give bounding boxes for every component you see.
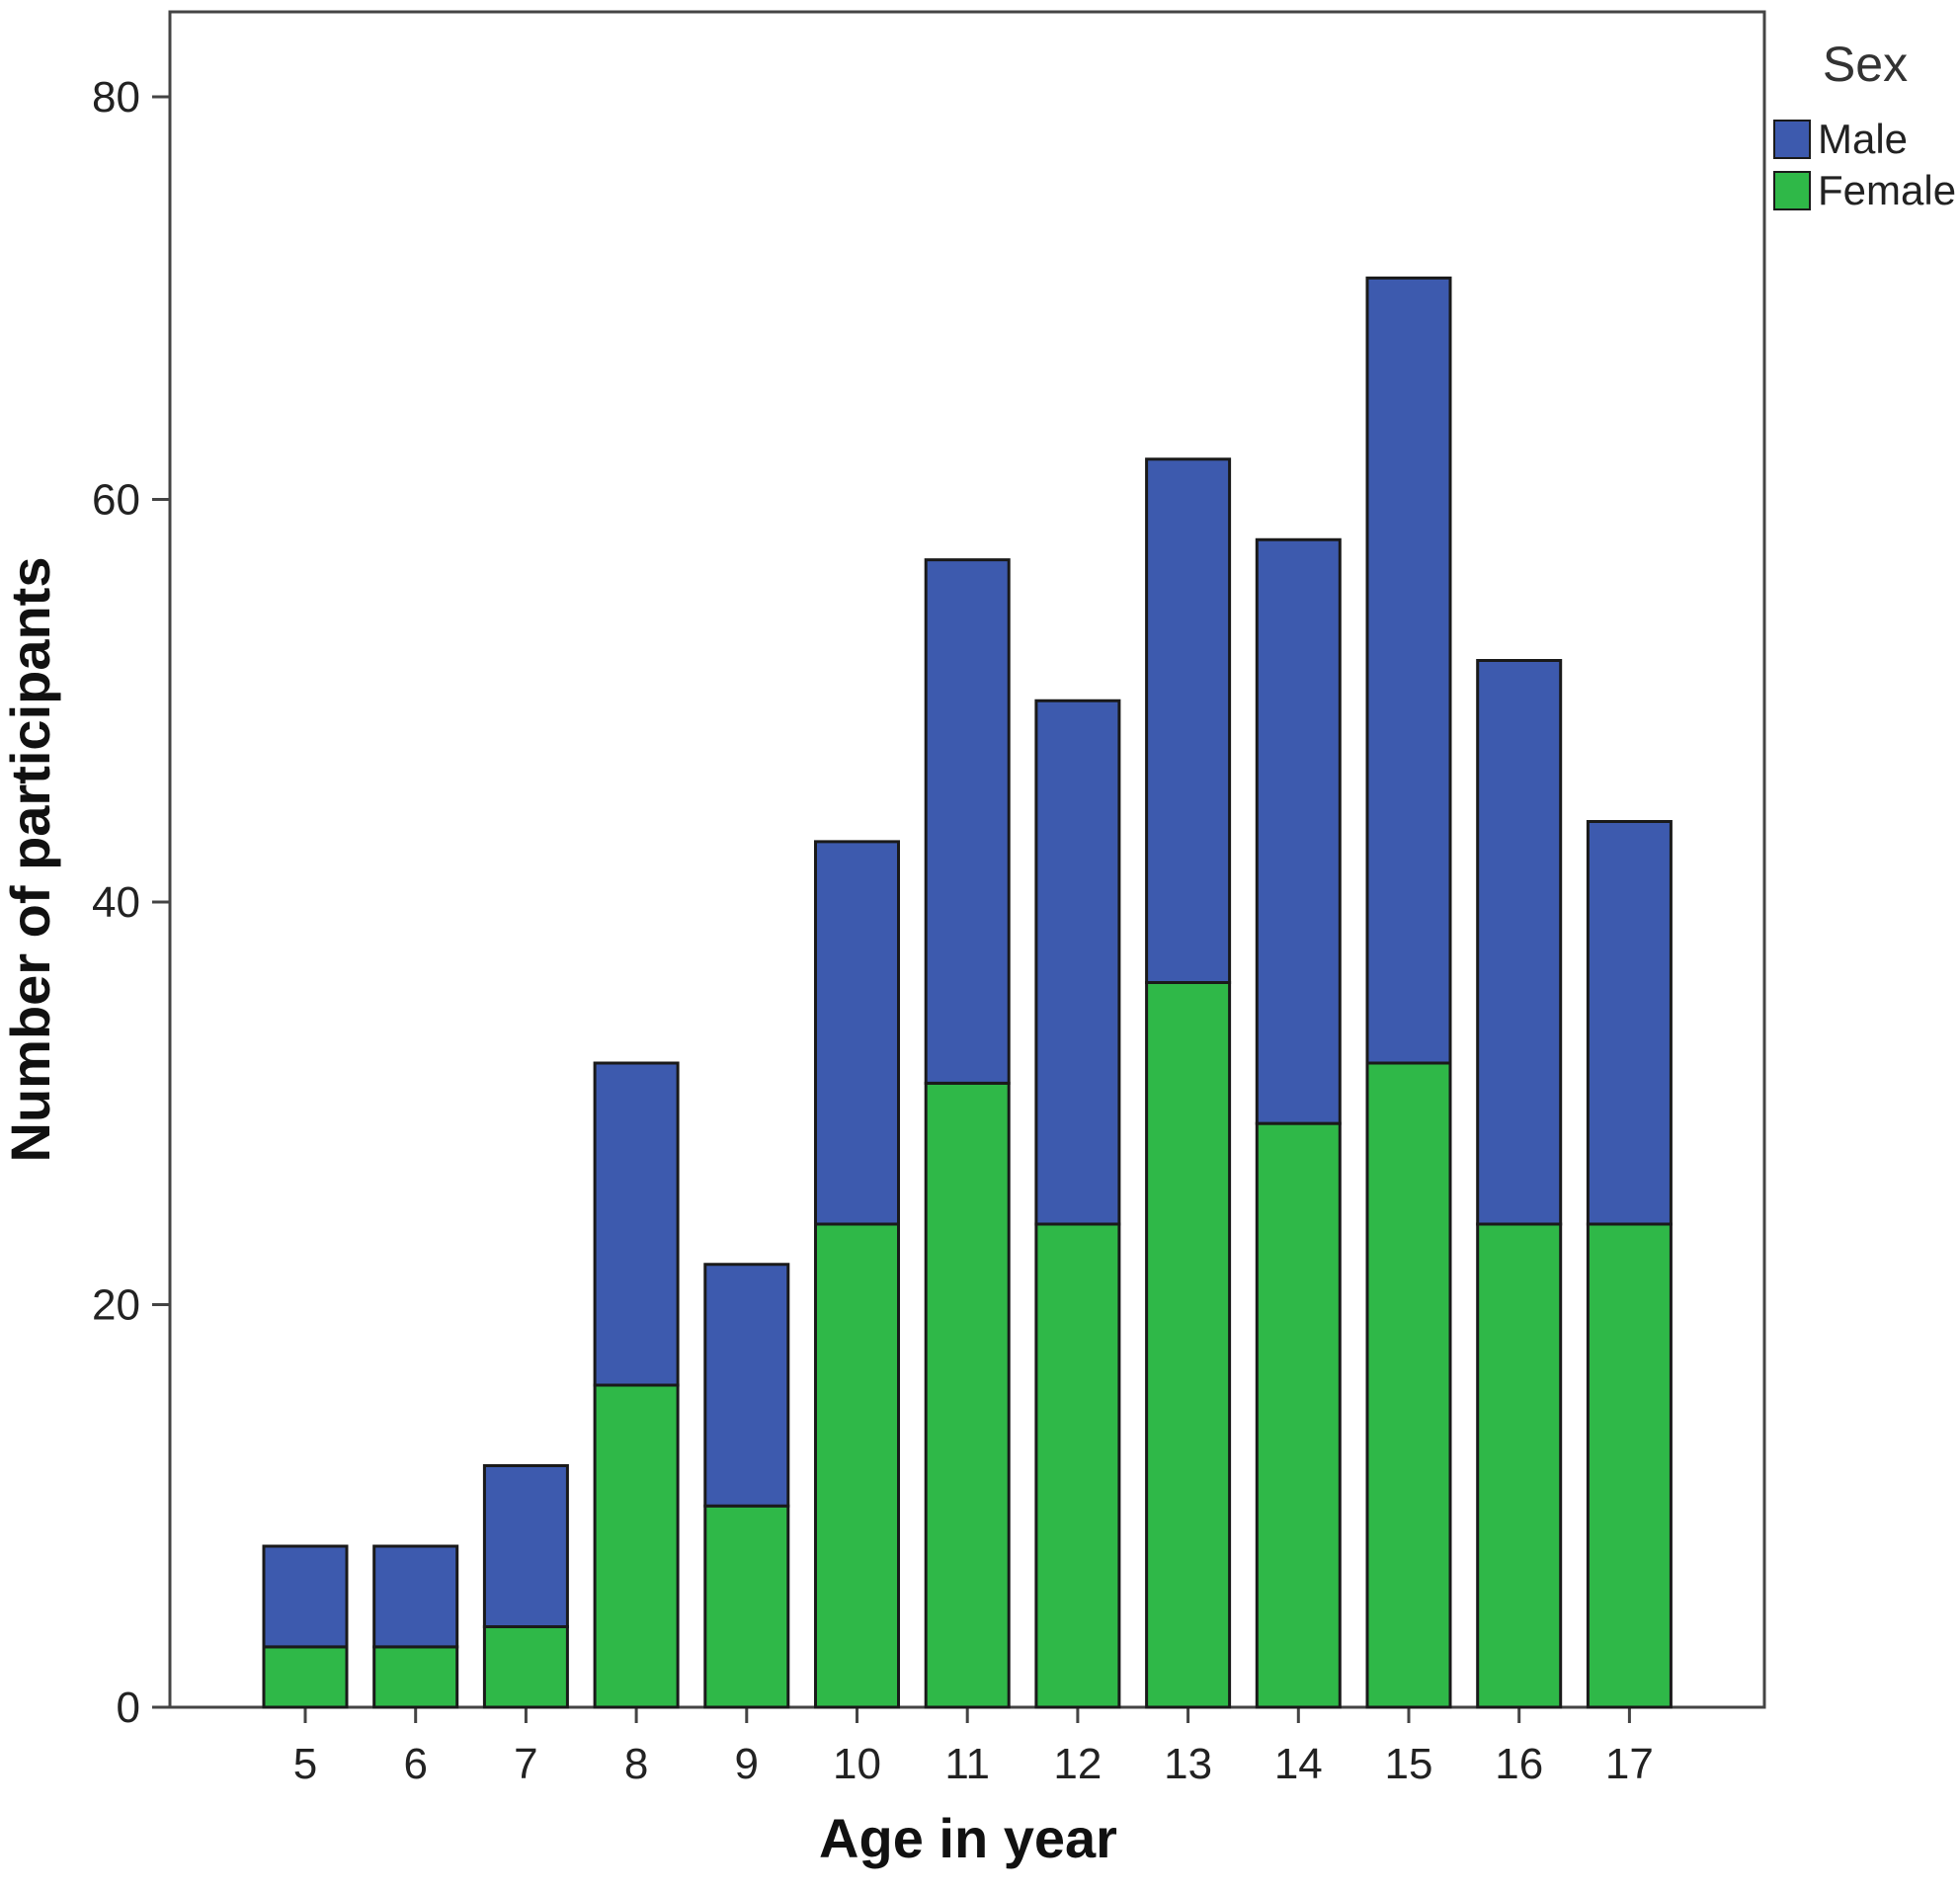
bar-segment-male-age-17 — [1586, 820, 1673, 1226]
bar-segment-male-age-14 — [1255, 537, 1342, 1125]
x-axis: 5 6 7 8 9 10 11 12 13 14 15 16 17 — [293, 1707, 1654, 1788]
legend-title: Sex — [1823, 37, 1908, 92]
x-tick-label: 10 — [833, 1740, 881, 1788]
x-tick-label: 14 — [1274, 1740, 1323, 1788]
x-tick-label: 15 — [1385, 1740, 1433, 1788]
bar-segment-male-age-16 — [1476, 659, 1563, 1226]
x-tick-label: 5 — [293, 1740, 317, 1788]
y-axis-title: Number of participants — [0, 557, 61, 1163]
bar-segment-female-age-13 — [1145, 981, 1232, 1709]
bar-segment-female-age-15 — [1365, 1061, 1452, 1709]
bar-segment-male-age-10 — [814, 840, 900, 1226]
bar-segment-female-age-14 — [1255, 1121, 1342, 1709]
x-tick-label: 8 — [624, 1740, 648, 1788]
y-tick-label: 80 — [92, 73, 140, 122]
bar-segment-male-age-12 — [1034, 699, 1121, 1226]
bar-segment-male-age-7 — [482, 1464, 569, 1628]
bar-segment-male-age-5 — [262, 1544, 349, 1649]
bars — [262, 276, 1673, 1709]
x-tick-label: 6 — [403, 1740, 427, 1788]
x-tick-label: 17 — [1605, 1740, 1654, 1788]
x-tick-label: 7 — [514, 1740, 537, 1788]
bar-segment-female-age-5 — [262, 1645, 349, 1709]
bar-segment-female-age-10 — [814, 1222, 900, 1709]
bar-segment-male-age-11 — [924, 558, 1011, 1085]
bar-segment-female-age-11 — [924, 1081, 1011, 1709]
y-tick-label: 20 — [92, 1281, 140, 1330]
bar-segment-male-age-9 — [703, 1263, 790, 1508]
legend-swatch-female — [1773, 171, 1811, 210]
bar-segment-female-age-6 — [372, 1645, 459, 1709]
legend-label-female: Female — [1818, 167, 1956, 213]
bar-segment-male-age-8 — [593, 1061, 680, 1387]
bar-segment-female-age-9 — [703, 1504, 790, 1709]
x-tick-label: 13 — [1164, 1740, 1212, 1788]
y-tick-label: 60 — [92, 476, 140, 525]
bar-segment-male-age-15 — [1365, 276, 1452, 1065]
bar-segment-female-age-17 — [1586, 1222, 1673, 1709]
x-tick-label: 9 — [735, 1740, 759, 1788]
x-tick-label: 12 — [1053, 1740, 1102, 1788]
legend-label-male: Male — [1818, 116, 1908, 162]
bar-segment-female-age-7 — [482, 1625, 569, 1709]
y-tick-label: 0 — [117, 1684, 140, 1732]
x-tick-label: 16 — [1495, 1740, 1543, 1788]
x-tick-label: 11 — [944, 1740, 990, 1788]
bar-segment-male-age-6 — [372, 1544, 459, 1649]
legend: Sex Male Female — [1773, 37, 1956, 213]
y-tick-label: 40 — [92, 878, 140, 927]
x-axis-title: Age in year — [819, 1807, 1117, 1869]
y-axis: 0 20 40 60 80 — [92, 73, 170, 1732]
bar-segment-female-age-12 — [1034, 1222, 1121, 1709]
bar-segment-male-age-13 — [1145, 457, 1232, 984]
legend-swatch-male — [1773, 120, 1811, 159]
bar-segment-female-age-16 — [1476, 1222, 1563, 1709]
bar-segment-female-age-8 — [593, 1383, 680, 1709]
